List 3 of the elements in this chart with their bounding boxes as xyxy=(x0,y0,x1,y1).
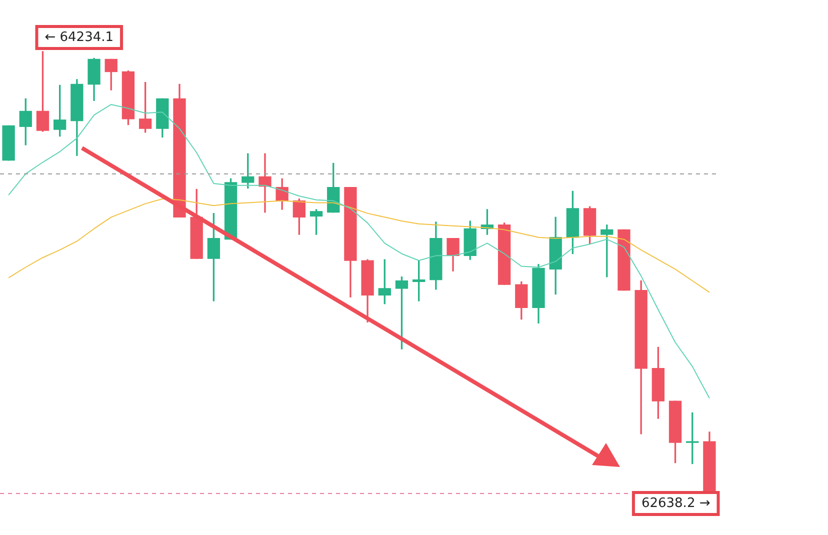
candlestick xyxy=(258,153,272,213)
ref-line-label: 62638.2 → xyxy=(641,496,710,511)
annotation: ← 64234.1 xyxy=(44,30,114,45)
